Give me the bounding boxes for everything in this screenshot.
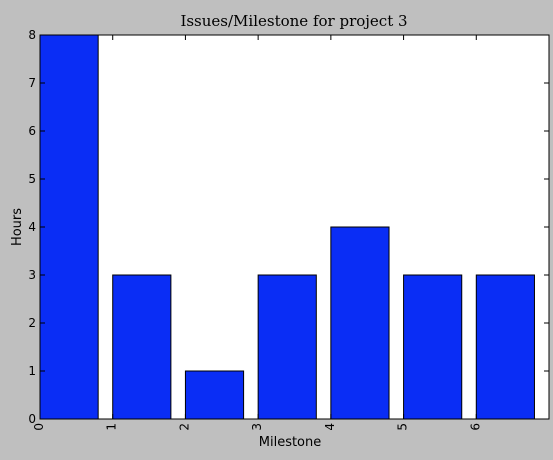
y-tick-label: 4 (28, 220, 36, 234)
x-tick-label: 1 (105, 423, 119, 431)
bar-milestone-2 (184, 370, 245, 420)
bar-milestone-0 (39, 34, 99, 420)
y-tick-label: 6 (28, 124, 36, 138)
bar-milestone-5 (403, 274, 463, 420)
x-tick-label: 3 (250, 423, 264, 431)
y-tick-label: 2 (28, 316, 36, 330)
bar-milestone-6 (475, 274, 535, 420)
x-tick-label: 0 (32, 423, 46, 431)
y-tick-label: 7 (28, 76, 36, 90)
y-axis-label: Hours (10, 208, 25, 246)
bar-milestone-4 (330, 226, 390, 420)
ticks-group: 0 1 2 3 4 5 6 7 8 0 1 2 3 4 5 6 (28, 28, 549, 431)
chart-title: Issues/Milestone for project 3 (180, 12, 407, 30)
bars-group (39, 34, 535, 420)
x-tick-label: 4 (323, 423, 337, 431)
plot-frame (39, 34, 550, 420)
x-tick-label: 5 (396, 423, 410, 431)
y-tick-label: 8 (28, 28, 36, 42)
y-tick-label: 1 (28, 364, 36, 378)
y-tick-label: 5 (28, 172, 36, 186)
x-tick-label: 6 (468, 423, 482, 431)
y-tick-label: 3 (28, 268, 36, 282)
x-axis-label: Milestone (259, 435, 322, 450)
bar-milestone-3 (257, 274, 317, 420)
bar-milestone-1 (112, 274, 172, 420)
y-tick-label: 0 (28, 412, 36, 426)
x-tick-label: 2 (177, 423, 191, 431)
